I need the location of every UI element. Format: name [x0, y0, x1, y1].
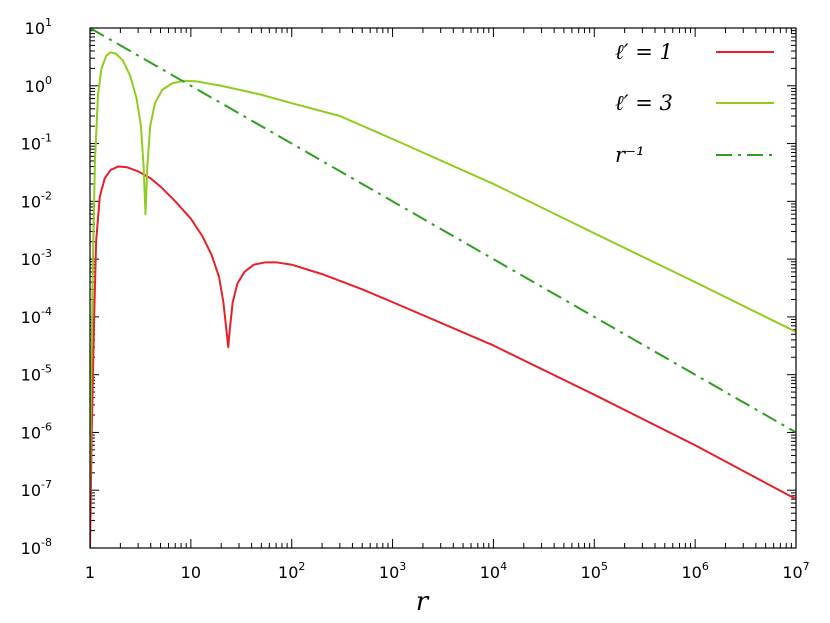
y-tick-exponent: -2	[41, 189, 52, 202]
x-tick-exponent: 7	[803, 560, 810, 573]
x-tick-base: 10	[379, 563, 399, 582]
plot-frame	[89, 27, 797, 549]
legend: ℓ′ = 1 ℓ′ = 3 r⁻¹	[615, 40, 774, 167]
x-tick-base: 10	[278, 563, 298, 582]
legend-label-2: ℓ′ = 3	[615, 91, 673, 115]
x-tick-exponent: 5	[601, 560, 608, 573]
x-tick-label: 1	[85, 563, 95, 582]
y-tick-base: 10	[21, 366, 41, 385]
x-axis-title: r	[416, 587, 430, 617]
x-tick-label: 10	[181, 563, 201, 582]
y-tick-label: 10-7	[21, 478, 52, 500]
series-layer	[90, 28, 796, 548]
y-tick-label: 100	[25, 74, 52, 96]
y-tick-label: 10-2	[21, 189, 52, 211]
y-tick-base: 10	[21, 250, 41, 269]
y-tick-base: 10	[21, 423, 41, 442]
series-line-3	[90, 28, 796, 434]
y-tick-label: 10-8	[21, 536, 52, 558]
plot-background	[90, 28, 796, 548]
y-tick-label: 101	[25, 16, 52, 38]
series-line-2	[90, 51, 796, 491]
x-tick-label: 104	[480, 560, 507, 582]
legend-label-1: ℓ′ = 1	[615, 40, 673, 64]
x-tick-base: 10	[181, 563, 201, 582]
x-tick-base: 10	[782, 563, 802, 582]
y-tick-label: 10-5	[21, 363, 52, 385]
y-tick-exponent: -1	[41, 132, 52, 145]
x-tick-label: 107	[782, 560, 809, 582]
y-tick-label: 10-3	[21, 247, 52, 269]
x-tick-exponent: 3	[399, 560, 406, 573]
x-tick-base: 10	[480, 563, 500, 582]
x-tick-base: 1	[85, 563, 95, 582]
x-tick-label: 103	[379, 560, 406, 582]
y-tick-label: 10-1	[21, 132, 52, 154]
y-tick-exponent: -6	[41, 420, 52, 433]
y-tick-base: 10	[21, 192, 41, 211]
y-tick-base: 10	[21, 135, 41, 154]
y-tick-exponent: -8	[41, 536, 52, 549]
y-tick-base: 10	[21, 308, 41, 327]
x-tick-base: 10	[681, 563, 701, 582]
x-tick-exponent: 2	[298, 560, 305, 573]
x-tick-exponent: 4	[500, 560, 507, 573]
x-tick-exponent: 6	[702, 560, 709, 573]
x-tick-label: 105	[581, 560, 608, 582]
y-tick-label: 10-4	[21, 305, 52, 327]
x-tick-label: 102	[278, 560, 305, 582]
x-tick-label: 106	[681, 560, 708, 582]
y-tick-exponent: -7	[41, 478, 52, 491]
y-tick-base: 10	[21, 481, 41, 500]
y-tick-exponent: 1	[45, 16, 52, 29]
y-tick-base: 10	[25, 77, 45, 96]
x-tick-labels: 1 10 102 103 104 105 106 107	[85, 560, 810, 582]
y-tick-base: 10	[21, 539, 41, 558]
y-tick-exponent: -5	[41, 363, 52, 376]
series-line-1	[90, 165, 796, 548]
y-tick-exponent: -3	[41, 247, 52, 260]
x-tick-base: 10	[581, 563, 601, 582]
y-tick-base: 10	[25, 19, 45, 38]
y-tick-exponent: 0	[45, 74, 52, 87]
legend-label-3: r⁻¹	[615, 143, 645, 167]
y-tick-exponent: -4	[41, 305, 52, 318]
y-tick-label: 10-6	[21, 420, 52, 442]
